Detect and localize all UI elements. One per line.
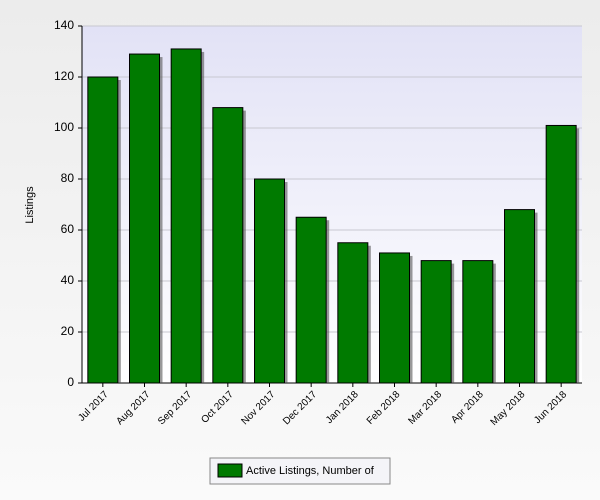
bar bbox=[129, 53, 160, 384]
y-tick-label: 100 bbox=[54, 120, 74, 134]
bar bbox=[545, 124, 577, 384]
legend-label: Active Listings, Number of bbox=[246, 465, 375, 477]
plot-area bbox=[82, 26, 582, 383]
y-tick-label: 20 bbox=[61, 324, 75, 338]
bar bbox=[87, 76, 119, 384]
legend-swatch bbox=[217, 463, 243, 478]
bar bbox=[462, 260, 494, 384]
y-tick-label: 60 bbox=[61, 222, 75, 236]
bar bbox=[504, 209, 535, 384]
bar bbox=[379, 252, 410, 384]
bar bbox=[212, 107, 244, 384]
bar bbox=[254, 178, 285, 384]
bar bbox=[295, 216, 327, 384]
bar bbox=[420, 260, 452, 384]
y-tick-label: 40 bbox=[61, 273, 75, 287]
y-tick-label: 140 bbox=[54, 18, 74, 32]
y-tick-label: 0 bbox=[67, 375, 74, 389]
y-tick-label: 120 bbox=[54, 69, 74, 83]
y-axis-title: Listings bbox=[24, 186, 36, 224]
y-tick-label: 80 bbox=[61, 171, 75, 185]
bar bbox=[170, 48, 202, 384]
bar bbox=[337, 242, 369, 384]
